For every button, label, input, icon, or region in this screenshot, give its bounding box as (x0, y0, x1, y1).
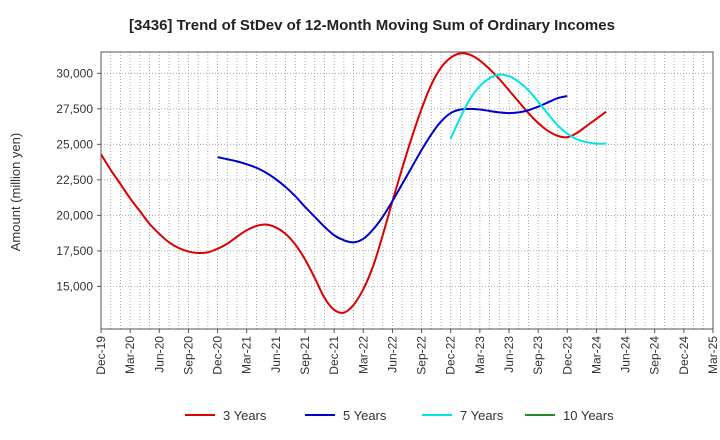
y-tick-label: 30,000 (56, 66, 93, 80)
x-tick-label: Mar-20 (123, 336, 137, 374)
y-axis-label: Amount (million yen) (8, 133, 23, 252)
x-tick-label: Mar-25 (706, 336, 720, 374)
legend-label-5-years: 5 Years (343, 408, 387, 423)
x-tick-label: Jun-20 (152, 336, 166, 373)
x-tick-label: Dec-19 (94, 336, 108, 375)
series-line-3-years (100, 52, 607, 314)
x-tick-label: Sep-22 (415, 336, 429, 375)
y-tick-label: 15,000 (56, 279, 93, 293)
x-tick-label: Dec-22 (444, 336, 458, 375)
x-tick-label: Dec-20 (211, 336, 225, 375)
x-tick-label: Dec-21 (327, 336, 341, 375)
x-tick-label: Sep-24 (648, 336, 662, 375)
y-tick-label: 25,000 (56, 137, 93, 151)
x-tick-label: Jun-24 (619, 336, 633, 373)
x-tick-label: Mar-24 (589, 336, 603, 374)
x-tick-label: Mar-23 (473, 336, 487, 374)
x-tick-label: Jun-23 (502, 336, 516, 373)
y-tick-label: 22,500 (56, 173, 93, 187)
x-tick-label: Sep-23 (531, 336, 545, 375)
x-tick-label: Mar-21 (240, 336, 254, 374)
x-tick-label: Dec-23 (560, 336, 574, 375)
series-lines (100, 52, 607, 314)
legend-label-7-years: 7 Years (460, 408, 504, 423)
y-axis-ticks: 15,000 17,500 20,000 22,500 25,000 27,500 30,0… (56, 66, 101, 293)
y-tick-label: 17,500 (56, 244, 93, 258)
legend: 3 Years 5 Years 7 Years 10 Years (185, 408, 614, 423)
x-axis-ticks: Dec-19 Mar-20 Jun-20 Sep-20 Dec-20 Mar-21 Jun-… (94, 329, 720, 375)
x-tick-label: Sep-20 (181, 336, 195, 375)
grid (101, 52, 713, 329)
legend-label-3-years: 3 Years (223, 408, 267, 423)
chart-title: [3436] Trend of StDev of 12-Month Moving… (129, 17, 615, 34)
x-tick-label: Mar-22 (356, 336, 370, 374)
x-tick-label: Jun-21 (269, 336, 283, 373)
x-tick-label: Sep-21 (298, 336, 312, 375)
x-tick-label: Dec-24 (677, 336, 691, 375)
series-line-7-years (449, 73, 607, 145)
series-line-5-years (217, 95, 568, 244)
y-tick-label: 27,500 (56, 102, 93, 116)
plot-frame (100, 51, 714, 330)
x-tick-label: Jun-22 (385, 336, 399, 373)
legend-label-10-years: 10 Years (563, 408, 614, 423)
y-tick-label: 20,000 (56, 208, 93, 222)
